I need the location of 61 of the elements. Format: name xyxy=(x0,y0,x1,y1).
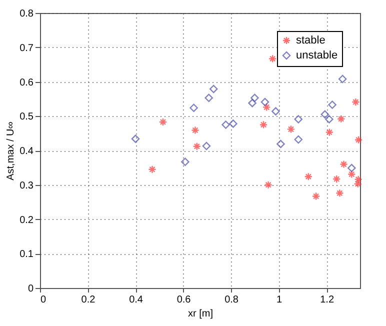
point xyxy=(294,115,303,124)
x-tick-label: 1 xyxy=(276,294,283,306)
point xyxy=(276,140,285,148)
point xyxy=(204,94,213,102)
point xyxy=(191,126,200,134)
point xyxy=(264,180,272,190)
point xyxy=(248,98,256,108)
point xyxy=(336,188,344,198)
point xyxy=(268,54,277,63)
point xyxy=(158,118,168,126)
legend-label: stable xyxy=(296,34,326,46)
point xyxy=(325,128,334,136)
y-tick-label: 0.6 xyxy=(20,77,34,88)
point xyxy=(209,84,218,94)
point xyxy=(328,100,336,109)
y-tick-label: 0.1 xyxy=(20,249,34,260)
x-tick-label: 1.2 xyxy=(320,294,334,306)
point xyxy=(202,142,211,150)
point xyxy=(260,98,270,106)
point xyxy=(229,120,238,128)
point xyxy=(338,74,347,84)
point xyxy=(304,172,313,181)
point xyxy=(272,107,280,116)
point xyxy=(354,136,363,144)
point xyxy=(181,158,190,166)
point xyxy=(312,192,320,200)
point xyxy=(148,165,156,174)
x-tick-label: 0.6 xyxy=(176,294,192,306)
y-tick-label: 0.8 xyxy=(20,8,34,20)
point xyxy=(262,103,271,112)
y-tick-label: 0.2 xyxy=(20,214,34,226)
point xyxy=(192,142,202,151)
point xyxy=(250,94,259,102)
point xyxy=(190,104,198,112)
point xyxy=(259,120,268,129)
x-tick-label: 0.8 xyxy=(224,294,239,306)
legend-label: unstable xyxy=(296,50,338,62)
y-tick-label: 0.5 xyxy=(20,112,34,123)
point xyxy=(352,98,360,106)
y-tick-label: 0 xyxy=(28,284,34,294)
point xyxy=(354,175,362,184)
x-tick-label: 0.4 xyxy=(129,294,144,306)
y-tick-label: 0.7 xyxy=(20,42,34,54)
point xyxy=(348,170,356,178)
point xyxy=(131,134,140,143)
x-tick-label: 0.2 xyxy=(81,294,96,306)
point xyxy=(348,164,356,172)
point xyxy=(354,180,362,188)
point xyxy=(222,120,230,129)
y-axis-title: Ast,max / U∞ xyxy=(6,122,17,180)
point xyxy=(337,114,346,124)
x-tick-label: 0 xyxy=(40,294,46,306)
y-tick-label: 0.3 xyxy=(20,180,34,192)
point xyxy=(320,110,330,119)
point xyxy=(294,135,303,144)
point xyxy=(325,115,334,124)
y-tick-label: 0.4 xyxy=(20,146,34,157)
x-axis-title: xr [m] xyxy=(188,308,214,320)
point xyxy=(332,174,341,184)
point xyxy=(340,160,348,168)
point xyxy=(286,125,296,134)
